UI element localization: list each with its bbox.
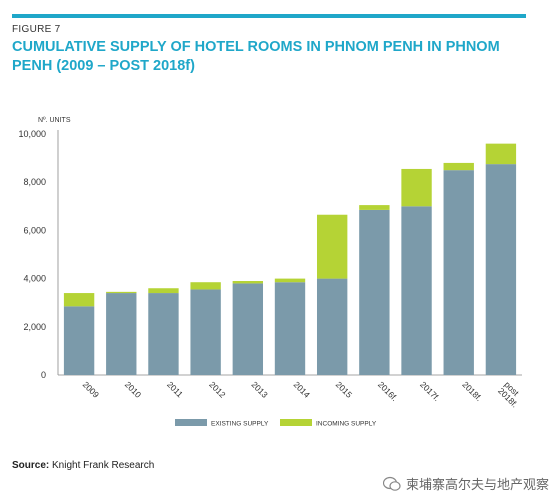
- bar-existing-2012: [190, 289, 221, 375]
- bar-existing-2014: [274, 282, 306, 375]
- bar-existing-2016f: [359, 209, 390, 375]
- top-rule: [12, 14, 526, 18]
- bar-existing-2011: [148, 293, 179, 375]
- bar-incoming-2011: [148, 288, 179, 294]
- bar-existing-2009: [63, 306, 95, 375]
- watermark: 柬埔寨高尔夫与地产观察: [382, 474, 549, 493]
- bar-existing-2013: [232, 283, 264, 375]
- chart-title: CUMULATIVE SUPPLY OF HOTEL ROOMS IN PHNO…: [12, 39, 500, 74]
- bar-existing-2015: [316, 278, 348, 375]
- bar-existing-post2018f: [485, 164, 517, 375]
- y-tick-label: 4,000: [23, 274, 46, 284]
- y-tick-label: 2,000: [23, 322, 46, 332]
- x-tick-label: 2017f.: [418, 379, 442, 403]
- bar-incoming-2012: [190, 282, 221, 290]
- y-tick-label: 6,000: [23, 225, 46, 235]
- watermark-text: 柬埔寨高尔夫与地产观察: [405, 477, 549, 492]
- bar-incoming-2016f: [359, 205, 390, 210]
- source-label: Source:: [12, 460, 50, 471]
- bar-incoming-2014: [274, 278, 306, 283]
- bar-incoming-2013: [232, 281, 264, 284]
- bar-incoming-2009: [63, 293, 95, 307]
- x-tick-label: post2018f.: [496, 379, 526, 409]
- bar-existing-2010: [106, 293, 137, 375]
- x-tick-label: 2016f.: [376, 379, 400, 403]
- chat-bubble-icon: [382, 476, 401, 491]
- bar-existing-2018f: [443, 170, 474, 375]
- x-tick-label: 2010: [123, 379, 144, 400]
- bar-incoming-2015: [316, 214, 348, 279]
- x-tick-label: 2012: [207, 379, 228, 400]
- legend-swatch-existing: [175, 419, 207, 426]
- x-tick-label: 2015: [334, 379, 355, 400]
- x-tick-label: 2018f.: [460, 379, 484, 403]
- y-tick-label: 10,000: [18, 129, 46, 139]
- bar-existing-2017f: [401, 206, 432, 375]
- x-tick-label: 2009: [81, 379, 102, 400]
- bar-incoming-post2018f: [485, 143, 517, 165]
- y-axis-label: Nº. UNITS: [38, 117, 71, 124]
- x-tick-label: 2014: [292, 379, 313, 400]
- legend-label-incoming: INCOMING SUPPLY: [316, 421, 377, 428]
- bar-incoming-2010: [106, 291, 137, 294]
- bar-incoming-2018f: [443, 162, 474, 171]
- x-tick-label: 2011: [165, 379, 185, 399]
- legend-label-existing: EXISTING SUPPLY: [211, 421, 269, 428]
- y-tick-label: 0: [41, 370, 46, 380]
- source-text: Knight Frank Research: [52, 460, 155, 471]
- x-tick-label: 2013: [249, 379, 270, 400]
- legend-swatch-incoming: [280, 419, 312, 426]
- y-tick-label: 8,000: [23, 177, 46, 187]
- figure-label: FIGURE 7: [12, 24, 61, 35]
- source-note: Source: Knight Frank Research: [12, 460, 154, 471]
- bar-incoming-2017f: [401, 168, 432, 207]
